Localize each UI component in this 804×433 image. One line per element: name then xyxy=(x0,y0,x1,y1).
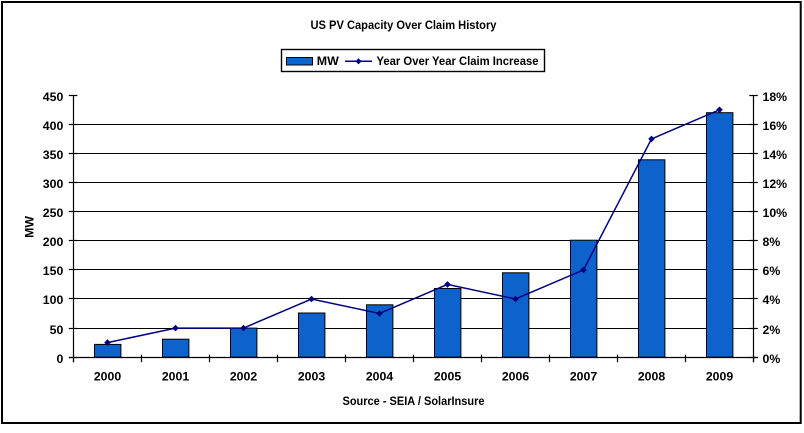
svg-text:150: 150 xyxy=(43,264,64,278)
svg-text:350: 350 xyxy=(43,148,64,162)
svg-text:2005: 2005 xyxy=(434,369,462,383)
svg-text:4%: 4% xyxy=(763,293,781,307)
svg-text:450: 450 xyxy=(43,90,64,104)
svg-text:300: 300 xyxy=(43,177,64,191)
svg-text:18%: 18% xyxy=(763,90,788,104)
svg-text:Source - SEIA / SolarInsure: Source - SEIA / SolarInsure xyxy=(343,396,485,408)
svg-text:250: 250 xyxy=(43,206,64,220)
svg-text:US PV Capacity Over Claim Hist: US PV Capacity Over Claim History xyxy=(311,20,498,32)
svg-text:2008: 2008 xyxy=(638,369,666,383)
svg-text:2006: 2006 xyxy=(502,369,530,383)
svg-text:2004: 2004 xyxy=(366,369,394,383)
svg-text:MW: MW xyxy=(23,216,37,238)
svg-text:12%: 12% xyxy=(763,177,788,191)
svg-text:2009: 2009 xyxy=(706,369,734,383)
svg-text:10%: 10% xyxy=(763,206,788,220)
svg-text:100: 100 xyxy=(43,293,64,307)
svg-text:2%: 2% xyxy=(763,323,781,337)
svg-text:16%: 16% xyxy=(763,119,788,133)
svg-text:2003: 2003 xyxy=(298,369,326,383)
svg-text:400: 400 xyxy=(43,119,64,133)
svg-text:0%: 0% xyxy=(763,352,781,366)
svg-text:0: 0 xyxy=(56,352,63,366)
svg-text:Year Over Year Claim Increase: Year Over Year Claim Increase xyxy=(377,56,539,68)
svg-text:6%: 6% xyxy=(763,264,781,278)
svg-text:8%: 8% xyxy=(763,235,781,249)
svg-text:MW: MW xyxy=(317,56,339,68)
svg-text:200: 200 xyxy=(43,235,64,249)
svg-text:14%: 14% xyxy=(763,148,788,162)
svg-text:2007: 2007 xyxy=(570,369,598,383)
svg-text:2001: 2001 xyxy=(162,369,190,383)
svg-text:2002: 2002 xyxy=(230,369,258,383)
svg-text:50: 50 xyxy=(50,323,64,337)
svg-text:2000: 2000 xyxy=(94,369,122,383)
